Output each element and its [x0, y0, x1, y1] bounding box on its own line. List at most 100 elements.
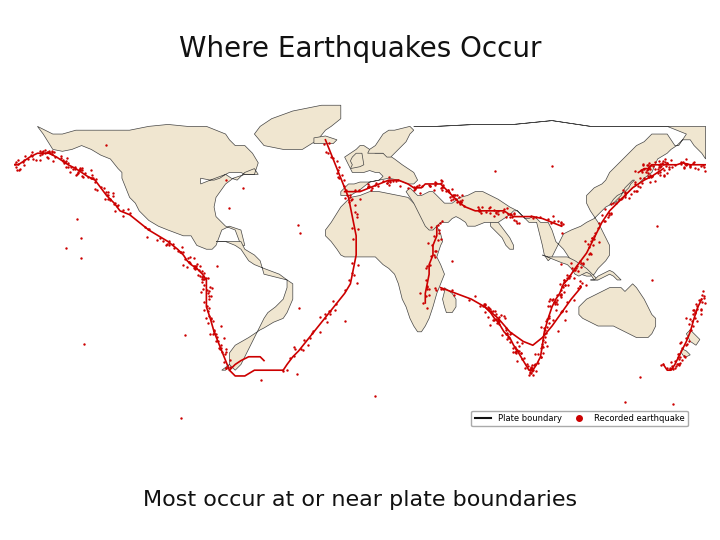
- Point: [19, 152, 30, 160]
- Point: [485, 305, 496, 314]
- Point: [676, 344, 688, 353]
- Point: [337, 171, 348, 179]
- Point: [369, 181, 381, 190]
- Point: [220, 347, 232, 356]
- Point: [39, 148, 50, 157]
- Point: [55, 151, 67, 160]
- Point: [634, 183, 646, 191]
- Point: [660, 161, 672, 170]
- Point: [362, 183, 374, 191]
- Point: [324, 309, 336, 318]
- Point: [523, 370, 535, 379]
- Point: [524, 366, 536, 374]
- Point: [256, 376, 267, 385]
- Point: [208, 328, 220, 337]
- Point: [163, 241, 175, 249]
- Point: [665, 156, 677, 165]
- Point: [544, 297, 555, 306]
- Point: [582, 240, 594, 248]
- Point: [636, 166, 647, 174]
- Point: [109, 207, 121, 215]
- Point: [198, 306, 210, 314]
- Point: [324, 307, 336, 315]
- Point: [550, 298, 562, 306]
- Point: [450, 195, 462, 204]
- Point: [547, 212, 559, 221]
- Point: [428, 232, 440, 240]
- Point: [430, 179, 441, 187]
- Point: [543, 314, 554, 322]
- Point: [667, 400, 678, 408]
- Point: [189, 262, 201, 271]
- Polygon shape: [579, 284, 656, 338]
- Point: [618, 186, 629, 194]
- Point: [420, 292, 431, 301]
- Point: [557, 220, 569, 228]
- Point: [181, 262, 193, 271]
- Point: [508, 347, 519, 356]
- Point: [474, 207, 485, 215]
- Point: [436, 217, 448, 225]
- Point: [696, 291, 708, 300]
- Point: [423, 291, 435, 299]
- Point: [686, 317, 698, 326]
- Point: [642, 161, 654, 170]
- Point: [549, 217, 560, 226]
- Point: [643, 173, 654, 181]
- Point: [688, 306, 699, 315]
- Point: [618, 191, 630, 200]
- Point: [619, 193, 631, 201]
- Point: [509, 348, 521, 356]
- Point: [328, 296, 339, 305]
- Point: [47, 150, 58, 159]
- Point: [546, 161, 558, 170]
- Point: [640, 167, 652, 176]
- Point: [644, 159, 655, 167]
- Point: [513, 342, 525, 351]
- Point: [107, 189, 119, 198]
- Point: [444, 188, 455, 197]
- Point: [664, 165, 675, 173]
- Point: [384, 178, 396, 186]
- Point: [555, 289, 567, 298]
- Point: [140, 222, 151, 231]
- Point: [423, 180, 435, 189]
- Point: [352, 261, 364, 269]
- Point: [584, 249, 595, 258]
- Point: [636, 168, 647, 177]
- Point: [540, 316, 552, 325]
- Point: [683, 320, 695, 329]
- Point: [654, 163, 665, 171]
- Point: [168, 244, 180, 253]
- Point: [500, 213, 512, 222]
- Point: [525, 365, 536, 374]
- Point: [43, 148, 55, 157]
- Point: [102, 191, 113, 199]
- Point: [500, 324, 512, 333]
- Point: [302, 341, 313, 349]
- Point: [436, 183, 448, 192]
- Point: [516, 355, 528, 364]
- Point: [202, 289, 214, 298]
- Point: [474, 206, 485, 215]
- Point: [437, 285, 449, 294]
- Point: [530, 349, 541, 358]
- Point: [100, 187, 112, 196]
- Point: [12, 155, 24, 164]
- Point: [77, 173, 89, 181]
- Point: [551, 306, 562, 314]
- Point: [64, 167, 76, 176]
- Point: [185, 259, 197, 268]
- Point: [530, 213, 541, 221]
- Point: [205, 314, 217, 323]
- Point: [78, 340, 89, 348]
- Point: [206, 292, 217, 300]
- Point: [510, 349, 521, 358]
- Point: [555, 308, 567, 316]
- Point: [654, 167, 666, 176]
- Point: [323, 307, 335, 315]
- Point: [329, 306, 341, 315]
- Point: [48, 148, 59, 157]
- Point: [195, 287, 207, 296]
- Point: [689, 308, 701, 317]
